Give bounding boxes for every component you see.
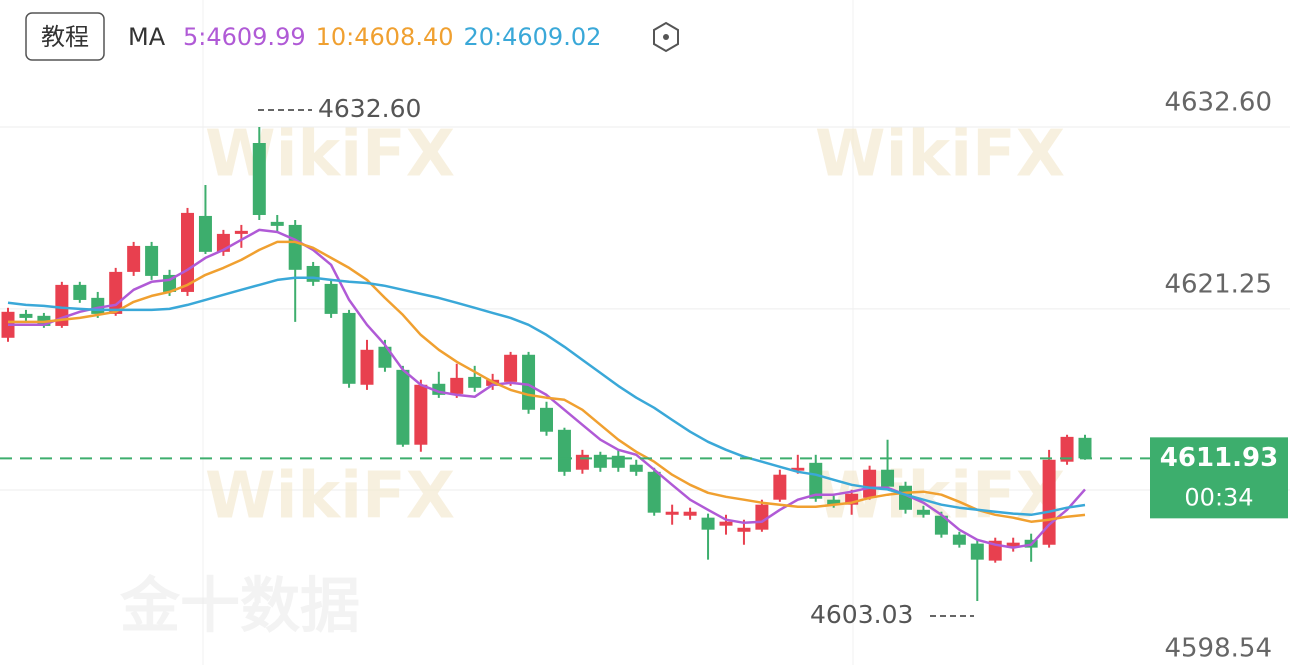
- candle-body: [540, 407, 553, 432]
- candle-body: [270, 221, 284, 226]
- price-tag: [1150, 437, 1288, 519]
- watermark: WikiFX: [815, 118, 1065, 192]
- candle-body: [1006, 542, 1020, 548]
- y-tick-label: 4632.60: [1164, 87, 1272, 117]
- candle-body: [1078, 437, 1092, 459]
- candle-body: [863, 469, 877, 498]
- candle-body: [593, 454, 607, 468]
- candle-body: [934, 515, 948, 535]
- candle-body: [827, 499, 841, 505]
- ma-line: [8, 240, 1086, 523]
- candle-body: [73, 284, 87, 300]
- settings-icon[interactable]: [653, 21, 679, 53]
- candle-body: [198, 215, 212, 252]
- ma-line: [7, 276, 1086, 517]
- tutorial-label[interactable]: 教程: [41, 23, 89, 51]
- candle-body: [360, 349, 374, 385]
- candle-body: [881, 469, 895, 487]
- high-label: 4632.60: [318, 94, 421, 123]
- candle-body: [109, 271, 123, 314]
- candle-body: [396, 369, 410, 445]
- candle-body: [791, 467, 805, 471]
- settings-icon-dot: [663, 34, 669, 40]
- candle-body: [647, 471, 661, 513]
- candle-body: [378, 346, 392, 368]
- candle-body: [665, 511, 679, 515]
- candle-body: [916, 509, 930, 515]
- legend-entry: 5:4609.99: [183, 23, 306, 51]
- candle-body: [557, 429, 571, 472]
- y-tick-label: 4621.25: [1164, 269, 1272, 299]
- candle-body: [468, 376, 482, 388]
- candle-body: [845, 493, 859, 505]
- candle-body: [522, 354, 536, 410]
- candle-body: [1060, 436, 1074, 462]
- candle-body: [683, 511, 697, 516]
- watermark: WikiFX: [205, 460, 455, 534]
- candle-body: [432, 383, 446, 395]
- candle-body: [127, 245, 141, 272]
- candle-body: [234, 230, 248, 234]
- watermark: WikiFX: [205, 118, 455, 192]
- legend-entry: 10:4608.40: [316, 23, 454, 51]
- candle-body: [288, 224, 302, 270]
- candle-body: [737, 527, 751, 532]
- candle-body: [575, 454, 589, 470]
- candle-body: [145, 245, 159, 276]
- low-label: 4603.03: [810, 600, 913, 629]
- candle-body: [342, 312, 356, 384]
- candle-body: [719, 521, 733, 526]
- candle-body: [1042, 459, 1056, 545]
- watermark: 金十数据: [120, 572, 360, 642]
- tutorial-button[interactable]: [25, 12, 105, 61]
- candle-body: [181, 212, 194, 292]
- candle-body: [324, 283, 338, 314]
- price-tag-value: 4611.93: [1160, 443, 1278, 473]
- candle-body: [701, 517, 715, 530]
- candle-body: [755, 504, 769, 530]
- candle-body: [773, 474, 787, 500]
- candle-body: [450, 377, 464, 394]
- candle-body: [952, 534, 966, 545]
- y-tick-label: 4598.54: [1164, 634, 1272, 664]
- candle-body: [970, 543, 984, 560]
- price-tag-countdown: 00:34: [1184, 483, 1253, 511]
- legend-entry: 20:4609.02: [463, 23, 601, 51]
- candle-body: [629, 464, 643, 472]
- candle-body: [19, 313, 33, 318]
- candle-body: [809, 462, 823, 499]
- candle-body: [504, 354, 518, 382]
- candle-body: [252, 143, 266, 215]
- candle-body: [414, 384, 428, 445]
- ma-title: MA: [128, 23, 166, 51]
